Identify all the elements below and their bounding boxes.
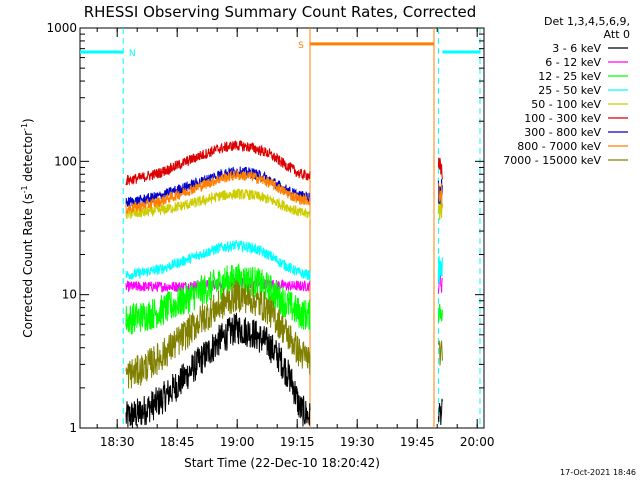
legend-label: 12 - 25 keV xyxy=(538,70,601,83)
legend-header-line-2: Att 0 xyxy=(604,28,630,41)
series-line xyxy=(125,280,311,389)
series-line-late xyxy=(437,339,443,366)
y-axis-label-part-2: detector xyxy=(21,131,35,186)
x-tick-label: 19:00 xyxy=(220,435,255,449)
series-line xyxy=(125,312,311,428)
series-line-late xyxy=(437,303,443,323)
y-axis-label: Corrected Count Rate (s-1 detector-1) xyxy=(20,118,35,337)
chart-title: RHESSI Observing Summary Count Rates, Co… xyxy=(84,3,477,21)
y-tick-label: 10 xyxy=(62,288,77,302)
y-axis-label-sup-1: -1 xyxy=(20,185,29,193)
series-line-late xyxy=(437,398,443,426)
y-axis-label-part-3: ) xyxy=(21,118,35,123)
y-tick-label: 1000 xyxy=(46,21,77,35)
legend-header-line-1: Det 1,3,4,5,6,9, xyxy=(544,15,630,28)
x-tick-label: 20:00 xyxy=(460,435,495,449)
flags-layer: NS xyxy=(80,28,481,428)
flag-label-n: N xyxy=(129,49,136,59)
legend-label: 100 - 300 keV xyxy=(524,112,601,125)
series-layer xyxy=(125,140,443,428)
timestamp: 17-Oct-2021 18:46 xyxy=(560,468,636,477)
y-tick-label: 1 xyxy=(69,421,77,435)
plot-frame xyxy=(79,27,485,429)
x-tick-label: 19:15 xyxy=(280,435,315,449)
series-line xyxy=(125,169,311,215)
legend-label: 300 - 800 keV xyxy=(524,126,601,139)
legend-label: 3 - 6 keV xyxy=(552,42,601,55)
series-line-late xyxy=(437,183,443,207)
series-line xyxy=(125,140,311,186)
x-axis-label: Start Time (22-Dec-10 18:20:42) xyxy=(184,456,380,470)
legend-label: 25 - 50 keV xyxy=(538,84,601,97)
y-axis-label-part-1: Corrected Count Rate (s xyxy=(21,193,35,337)
plot-area: NS 18:30 18:45 19:00 19:15 19:30 19:45 20:00 1… xyxy=(46,21,494,449)
legend-label: 6 - 12 keV xyxy=(545,56,601,69)
series-line xyxy=(125,187,311,220)
legend-label: 50 - 100 keV xyxy=(531,98,601,111)
legend-label: 7000 - 15000 keV xyxy=(503,154,601,167)
x-tick-label: 19:45 xyxy=(400,435,435,449)
x-tick-label: 18:45 xyxy=(160,435,195,449)
y-axis-label-sup-2: -1 xyxy=(20,123,29,131)
series-line-late xyxy=(437,254,443,283)
x-axis-ticks: 18:30 18:45 19:00 19:15 19:30 19:45 20:00 xyxy=(96,28,495,449)
y-axis-ticks: 1 10 100 1000 xyxy=(46,21,484,435)
series-line-late xyxy=(437,157,443,180)
series-line xyxy=(125,239,311,280)
x-tick-label: 19:30 xyxy=(340,435,375,449)
x-tick-label: 18:30 xyxy=(100,435,135,449)
flag-label-s: S xyxy=(298,41,304,51)
y-tick-label: 100 xyxy=(54,154,77,168)
legend-label: 800 - 7000 keV xyxy=(517,140,601,153)
